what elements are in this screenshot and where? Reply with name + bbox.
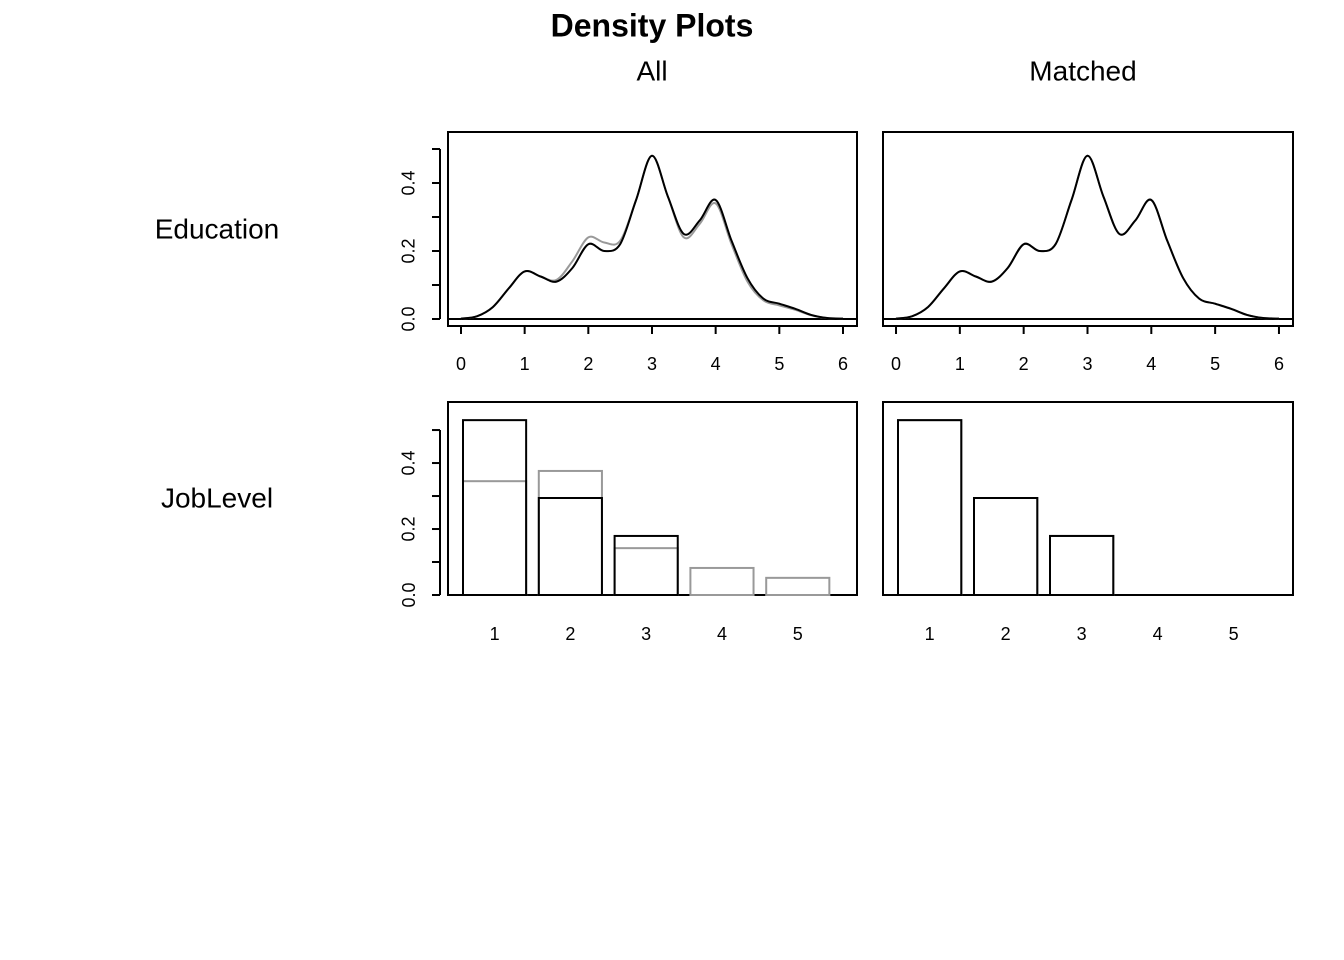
- panel-box: [882, 131, 1294, 327]
- x-tick-label: 5: [1210, 354, 1220, 374]
- x-tick-label: 3: [647, 354, 657, 374]
- row-label: Education: [155, 213, 280, 244]
- density-curve: [460, 154, 844, 320]
- bar: [537, 497, 603, 596]
- density-curve: [895, 154, 1280, 320]
- bar: [613, 547, 679, 597]
- x-tick-label: 0: [456, 354, 466, 374]
- x-tick-label: 3: [1077, 624, 1087, 644]
- x-tick-label: 5: [793, 624, 803, 644]
- x-tick-label: 5: [774, 354, 784, 374]
- x-tick-label: 1: [490, 624, 500, 644]
- density-curve: [460, 154, 844, 320]
- x-tick-label: 2: [1019, 354, 1029, 374]
- bar: [765, 576, 831, 596]
- panel-box: [447, 401, 858, 596]
- x-tick-label: 5: [1229, 624, 1239, 644]
- bar: [1049, 534, 1115, 597]
- column-title: All: [636, 55, 667, 86]
- x-tick-label: 3: [641, 624, 651, 644]
- row-label: JobLevel: [161, 482, 273, 513]
- x-tick-label: 4: [1153, 624, 1163, 644]
- x-tick-label: 0: [891, 354, 901, 374]
- figure-title: Density Plots: [551, 7, 754, 43]
- y-tick-label: 0.0: [399, 582, 419, 607]
- y-tick-label: 0.4: [399, 451, 419, 476]
- x-tick-label: 3: [1082, 354, 1092, 374]
- x-tick-label: 1: [925, 624, 935, 644]
- bar: [613, 534, 679, 597]
- x-tick-label: 1: [955, 354, 965, 374]
- panel-box: [447, 131, 858, 327]
- x-tick-label: 2: [565, 624, 575, 644]
- x-tick-label: 6: [838, 354, 848, 374]
- density-curve: [895, 154, 1280, 320]
- bar: [537, 469, 603, 597]
- x-tick-label: 4: [711, 354, 721, 374]
- bar: [973, 497, 1039, 596]
- x-tick-label: 1: [520, 354, 530, 374]
- y-tick-label: 0.4: [399, 170, 419, 195]
- column-title: Matched: [1029, 55, 1136, 86]
- y-tick-label: 0.0: [399, 306, 419, 331]
- bar: [689, 566, 755, 597]
- y-tick-label: 0.2: [399, 238, 419, 263]
- x-tick-label: 2: [1001, 624, 1011, 644]
- bar: [897, 419, 963, 596]
- bar: [1049, 534, 1115, 597]
- x-tick-label: 4: [717, 624, 727, 644]
- panel-box: [882, 401, 1294, 596]
- x-tick-label: 6: [1274, 354, 1284, 374]
- x-tick-label: 2: [583, 354, 593, 374]
- bar: [462, 419, 528, 596]
- bar: [897, 419, 963, 596]
- x-tick-label: 4: [1146, 354, 1156, 374]
- y-tick-label: 0.2: [399, 517, 419, 542]
- bar: [462, 480, 528, 596]
- bar: [973, 497, 1039, 596]
